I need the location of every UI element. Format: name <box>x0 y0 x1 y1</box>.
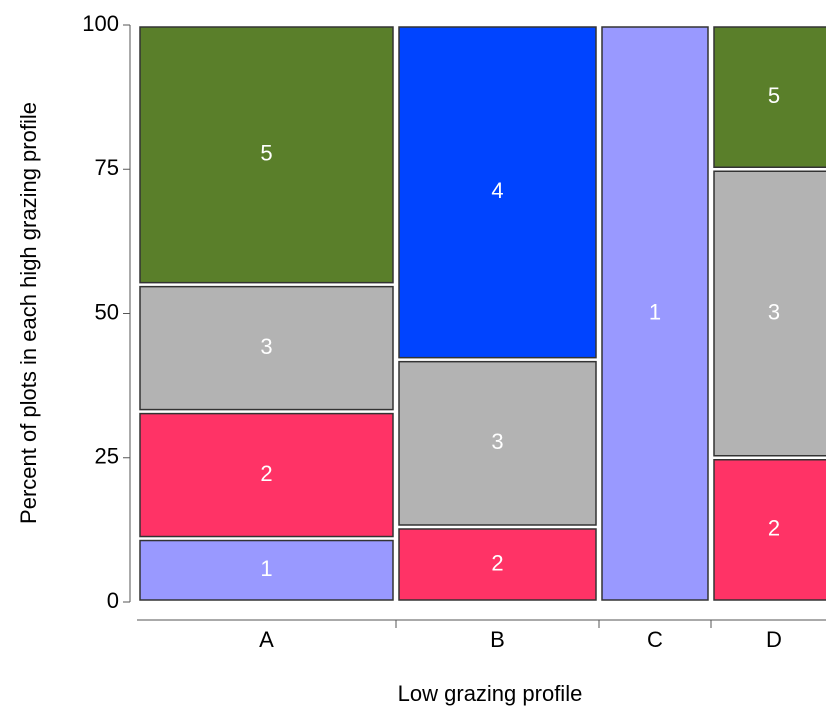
x-tick-label: A <box>259 627 274 652</box>
y-tick-label: 0 <box>107 588 119 613</box>
x-tick-label: C <box>647 627 663 652</box>
y-tick-label: 50 <box>95 299 119 324</box>
y-tick-label: 75 <box>95 155 119 180</box>
cell-label: 3 <box>768 299 780 324</box>
y-tick-label: 25 <box>95 444 119 469</box>
mosaic-cell <box>139 26 394 284</box>
cell-label: 5 <box>768 83 780 108</box>
cell-label: 2 <box>491 550 503 575</box>
y-axis-title: Percent of plots in each high grazing pr… <box>16 102 41 524</box>
mosaic-cell <box>398 528 597 601</box>
y-tick-label: 100 <box>82 11 119 36</box>
mosaic-cell <box>139 285 394 411</box>
cell-label: 1 <box>649 299 661 324</box>
mosaic-cell <box>713 170 826 457</box>
x-axis-title: Low grazing profile <box>398 681 583 706</box>
cell-label: 2 <box>768 516 780 541</box>
x-tick-label: D <box>766 627 782 652</box>
cell-label: 1 <box>260 556 272 581</box>
cell-label: 2 <box>260 461 272 486</box>
mosaic-cell <box>713 459 826 601</box>
cell-label: 5 <box>260 141 272 166</box>
mosaic-cell <box>398 26 597 359</box>
mosaic-cell <box>139 539 394 601</box>
cell-label: 3 <box>260 334 272 359</box>
cell-label: 3 <box>491 429 503 454</box>
mosaic-cell <box>398 360 597 526</box>
cell-label: 4 <box>491 178 503 203</box>
mosaic-cell <box>601 26 709 601</box>
mosaic-cell <box>713 26 826 168</box>
x-tick-label: B <box>490 627 505 652</box>
mosaic-cell <box>139 412 394 538</box>
